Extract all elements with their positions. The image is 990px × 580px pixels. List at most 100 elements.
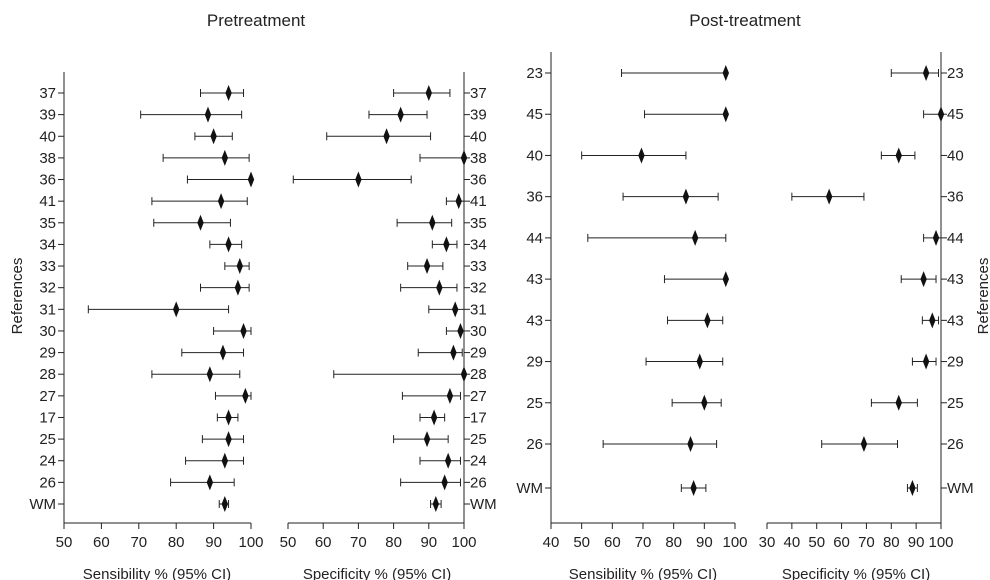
- post-specificity-point-estimate: [937, 106, 945, 123]
- post-sensibility-x-tick-label: 70: [635, 534, 652, 551]
- pre-specificity-point-estimate: [446, 387, 454, 404]
- pre-specificity-reference-label: 35: [470, 215, 487, 232]
- pre-sensibility-point-estimate: [206, 474, 214, 491]
- post-specificity-point-estimate: [860, 436, 868, 452]
- pre-specificity-x-tick-label: 60: [315, 534, 332, 551]
- pre-sensibility-point-estimate: [240, 322, 247, 339]
- pre-sensibility-reference-label: 39: [39, 107, 56, 124]
- pre-specificity-reference-label: 32: [470, 280, 487, 297]
- pretreatment-title: Pretreatment: [207, 11, 306, 30]
- post-sensibility-x-tick-label: 40: [543, 534, 560, 551]
- post-sensibility-x-tick-label: 50: [573, 534, 590, 551]
- pre-sensibility-point-estimate: [173, 301, 180, 318]
- pre-sensibility-point-estimate: [221, 496, 229, 512]
- post-specificity-point-estimate: [825, 188, 833, 205]
- pre-sensibility-x-tick-label: 100: [238, 534, 263, 551]
- pre-sensibility-point-estimate: [210, 128, 217, 145]
- pre-sensibility-reference-label: 31: [39, 301, 56, 318]
- pre-specificity-xlabel: Specificity % (95% CI): [303, 566, 451, 580]
- post-sensibility-point-estimate: [638, 147, 645, 164]
- pre-sensibility-reference-label: 27: [39, 388, 56, 405]
- pre-sensibility-reference-label: 26: [39, 474, 56, 491]
- post-specificity-reference-label: 36: [947, 189, 964, 206]
- pre-specificity-reference-label: 31: [470, 301, 487, 318]
- pre-sensibility-point-estimate: [204, 106, 212, 123]
- post-sensibility-reference-label: 44: [526, 230, 543, 247]
- post-specificity-x-tick-label: 100: [928, 534, 953, 551]
- pre-specificity-point-estimate: [450, 344, 457, 361]
- pre-sensibility-reference-label: 34: [39, 236, 56, 253]
- pre-sensibility-x-tick-label: 60: [93, 534, 110, 551]
- post-specificity-point-estimate: [895, 394, 902, 411]
- pre-specificity-point-estimate: [460, 149, 468, 166]
- pre-specificity-point-estimate: [355, 171, 362, 188]
- pre-specificity-point-estimate: [430, 409, 438, 426]
- pre-specificity-point-estimate: [423, 431, 431, 448]
- pre-specificity-reference-label: 33: [470, 258, 487, 275]
- pre-specificity-reference-label: WM: [470, 496, 497, 513]
- post-specificity-x-tick-label: 90: [908, 534, 925, 551]
- post-specificity-point-estimate: [895, 147, 902, 164]
- forest-marks: 50 60 70 80 90 100373940383641353433323130292…: [29, 52, 974, 551]
- post-references-ylabel: References: [975, 258, 990, 335]
- pre-specificity-reference-label: 41: [470, 193, 487, 210]
- pre-sensibility-point-estimate: [247, 171, 255, 188]
- post-sensibility-reference-label: 43: [526, 312, 543, 329]
- pre-specificity-reference-label: 26: [470, 474, 487, 491]
- post-specificity-reference-label: 43: [947, 271, 964, 288]
- post-specificity-point-estimate: [929, 312, 936, 329]
- post-specificity-reference-label: 43: [947, 312, 964, 329]
- post-sensibility-point-estimate: [722, 65, 729, 81]
- post-sensibility-point-estimate: [682, 188, 690, 205]
- post-specificity-reference-label: 29: [947, 354, 964, 371]
- pre-specificity-reference-label: 38: [470, 150, 487, 167]
- post-sensibility-point-estimate: [701, 394, 708, 411]
- post-specificity-reference-label: WM: [947, 480, 974, 497]
- pre-sensibility-reference-label: 40: [39, 128, 56, 145]
- post-specificity-x-tick-label: 80: [883, 534, 900, 551]
- pre-specificity-reference-label: 37: [470, 85, 487, 102]
- pre-sensibility-point-estimate: [217, 193, 225, 210]
- pre-sensibility-reference-label: 17: [39, 409, 56, 426]
- pre-sensibility-point-estimate: [236, 258, 243, 275]
- post-sensibility-point-estimate: [696, 353, 703, 370]
- pre-sensibility-reference-label: WM: [29, 496, 56, 513]
- post-sensibility-point-estimate: [722, 106, 729, 123]
- post-sensibility-reference-label: WM: [516, 480, 543, 497]
- pre-specificity-point-estimate: [436, 279, 443, 296]
- pre-specificity-reference-label: 25: [470, 431, 487, 448]
- pre-sensibility-reference-label: 25: [39, 431, 56, 448]
- pre-sensibility-reference-label: 32: [39, 280, 56, 297]
- pre-specificity-x-tick-label: 80: [385, 534, 402, 551]
- post-sensibility-point-estimate: [687, 436, 694, 452]
- pre-specificity-reference-label: 24: [470, 453, 487, 470]
- pre-specificity-reference-label: 34: [470, 236, 487, 253]
- post-specificity-reference-label: 23: [947, 65, 964, 82]
- post-specificity-x-tick-label: 40: [784, 534, 801, 551]
- pre-specificity-reference-label: 27: [470, 388, 487, 405]
- post-sensibility-x-tick-label: 90: [696, 534, 713, 551]
- pre-sensibility-x-tick-label: 50: [56, 534, 73, 551]
- pre-sensibility-xlabel: Sensibility % (95% CI): [83, 566, 231, 580]
- post-sensibility-point-estimate: [722, 271, 729, 288]
- post-specificity-point-estimate: [922, 65, 930, 81]
- pre-sensibility-point-estimate: [225, 431, 232, 448]
- pre-sensibility-x-tick-label: 70: [130, 534, 147, 551]
- post-specificity-point-estimate: [920, 271, 927, 288]
- post-sensibility-point-estimate: [704, 312, 711, 329]
- pre-specificity-point-estimate: [429, 214, 436, 231]
- pre-sensibility-point-estimate: [221, 149, 229, 166]
- pre-sensibility-reference-label: 38: [39, 150, 56, 167]
- pre-specificity-reference-label: 17: [470, 409, 487, 426]
- pre-sensibility-x-tick-label: 90: [205, 534, 222, 551]
- post-sensibility-x-tick-label: 80: [665, 534, 682, 551]
- pre-sensibility-reference-label: 30: [39, 323, 56, 340]
- pre-specificity-point-estimate: [444, 452, 452, 469]
- post-specificity-point-estimate: [932, 229, 940, 246]
- post-specificity-point-estimate: [922, 353, 930, 370]
- pre-specificity-x-tick-label: 70: [350, 534, 367, 551]
- post-specificity-xlabel: Specificity % (95% CI): [782, 566, 930, 580]
- post-specificity-x-tick-label: 60: [833, 534, 850, 551]
